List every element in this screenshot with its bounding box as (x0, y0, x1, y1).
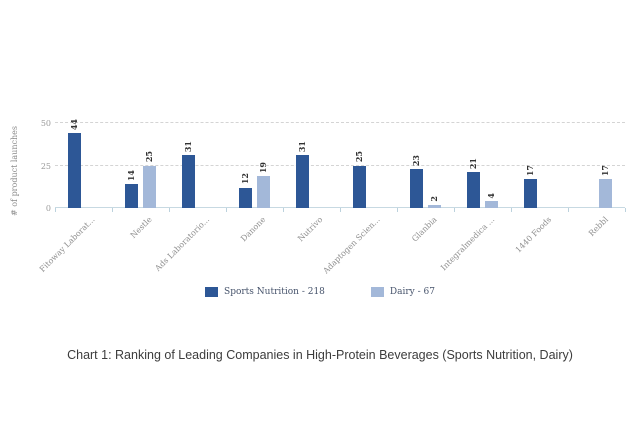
bar-value-label: 25 (354, 151, 364, 163)
x-axis-tick (397, 208, 398, 212)
category-label: Adaptogen Scien... (321, 215, 382, 276)
category-label: Nutrivo (296, 215, 325, 244)
category-group: 12 19 Danone (226, 123, 283, 243)
category-group: 21 4 Integralmedica ... (439, 123, 511, 272)
bar-value-label: 23 (411, 154, 421, 166)
x-axis-tick (169, 208, 170, 212)
x-axis-tick (340, 208, 341, 212)
bar-value-label: 12 (240, 173, 250, 185)
bar-value-label: 19 (258, 161, 268, 173)
x-axis-tick (55, 208, 56, 212)
bar-dairy[interactable] (485, 201, 498, 208)
category-label: Glanbia (410, 215, 439, 244)
category-group: 17 1440 Foods (511, 123, 568, 255)
bar-value-label: 25 (144, 151, 154, 163)
category-group: 17 Rebbl (568, 123, 625, 238)
y-tick-label-50: 50 (40, 119, 51, 128)
bar-value-label: 4 (486, 192, 496, 199)
x-axis-tick (226, 208, 227, 212)
bar-value-label: 21 (468, 158, 478, 170)
category-group: 23 2 Glanbia (397, 123, 454, 244)
category-group: 31 Nutrivo (283, 123, 340, 243)
x-axis-tick (283, 208, 284, 212)
x-axis-tick (568, 208, 569, 212)
bar-sports-nutrition[interactable] (524, 179, 537, 208)
bar-dairy[interactable] (428, 204, 441, 208)
bar-sports-nutrition[interactable] (68, 133, 81, 208)
bar-sports-nutrition[interactable] (125, 184, 138, 208)
bar-sports-nutrition[interactable] (353, 165, 366, 208)
bar-value-label: 44 (69, 119, 79, 131)
legend-item-sports-nutrition[interactable]: Sports Nutrition - 218 (205, 287, 325, 297)
bars-container: 44 Fitoway Laborat... 14 25 Nestle 31 Ads Labo… (38, 119, 626, 275)
bar-dairy[interactable] (143, 165, 156, 208)
bar-value-label: 31 (183, 141, 193, 153)
bar-value-label: 14 (126, 170, 136, 182)
category-group: 25 Adaptogen Scien... (321, 123, 397, 275)
x-axis-line (55, 207, 625, 208)
legend-swatch (205, 287, 219, 297)
bar-sports-nutrition[interactable] (467, 172, 480, 208)
y-axis-title: # of product launches (10, 126, 19, 216)
category-label: 1440 Foods (513, 215, 553, 255)
category-group: 14 25 Nestle (112, 123, 169, 240)
category-label: Rebbl (586, 215, 610, 239)
legend: Sports Nutrition - 218 Dairy - 67 (0, 287, 640, 297)
category-label: Danone (239, 215, 268, 244)
bar-sports-nutrition[interactable] (239, 187, 252, 208)
category-label: Fitoway Laborat... (37, 215, 97, 274)
y-tick-label-25: 25 (40, 162, 51, 171)
legend-label: Dairy - 67 (389, 287, 435, 297)
y-tick-label-0: 0 (45, 204, 51, 213)
gridline-25 (55, 164, 625, 166)
x-axis-tick (112, 208, 113, 212)
bar-sports-nutrition[interactable] (296, 155, 309, 208)
bar-value-label: 31 (297, 141, 307, 153)
x-axis-tick (625, 208, 626, 212)
x-axis-tick (511, 208, 512, 212)
bar-value-label: 2 (429, 196, 439, 202)
category-group: 44 Fitoway Laborat... (38, 119, 112, 274)
legend-swatch (370, 287, 384, 297)
plot-area: 50 25 0 44 Fitoway Laborat... 14 25 Nestle 31… (38, 119, 626, 275)
gridline-50 (55, 122, 625, 123)
bar-value-label: 17 (525, 164, 535, 177)
category-group: 31 Ads Laboratorio... (153, 123, 226, 273)
bar-dairy[interactable] (599, 179, 612, 208)
bar-value-label: 17 (600, 164, 610, 177)
category-label: Integralmedica ... (438, 215, 496, 273)
legend-label: Sports Nutrition - 218 (224, 287, 325, 297)
bar-sports-nutrition[interactable] (182, 155, 195, 208)
category-label: Ads Laboratorio... (152, 215, 211, 273)
bar-sports-nutrition[interactable] (410, 168, 423, 208)
bar-dairy[interactable] (257, 175, 270, 208)
chart-caption: Chart 1: Ranking of Leading Companies in… (67, 348, 573, 362)
x-axis-tick (454, 208, 455, 212)
category-label: Nestle (128, 215, 154, 241)
legend-item-dairy[interactable]: Dairy - 67 (370, 287, 435, 297)
